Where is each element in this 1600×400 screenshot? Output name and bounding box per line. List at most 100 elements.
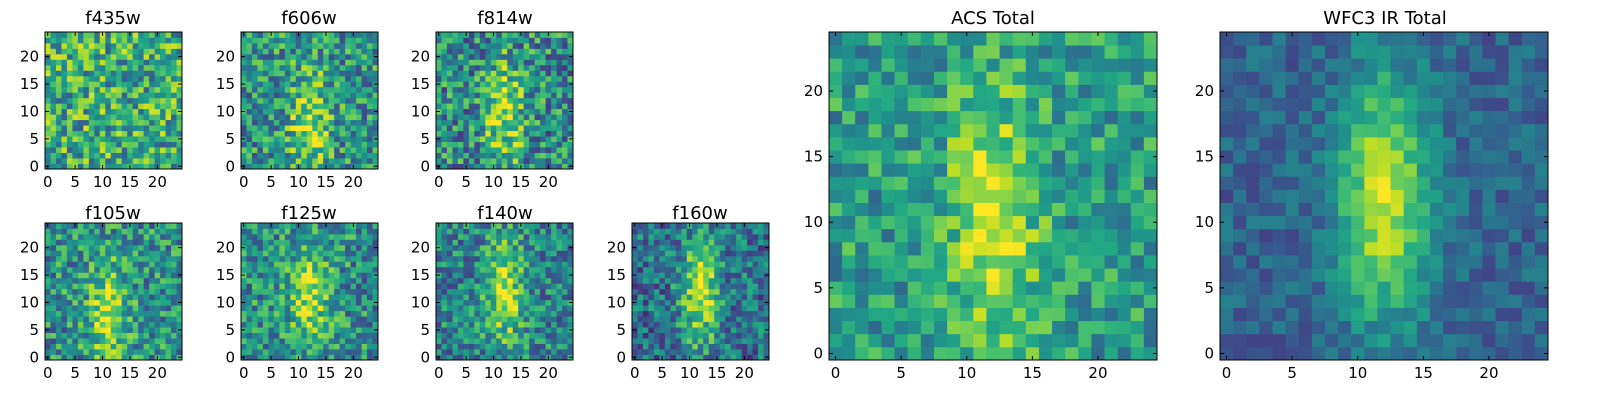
heatmap-cell [339,261,346,268]
heatmap-cell [697,332,704,339]
heatmap-cell [523,338,530,344]
heatmap-cell [55,59,62,66]
heatmap-cell [736,277,742,284]
heatmap-cell [529,136,536,142]
heatmap-cell [868,346,882,361]
heatmap-cell [367,321,373,328]
heatmap-cell [323,37,330,44]
heatmap-cell [1065,268,1079,282]
heatmap-cell [485,32,492,38]
heatmap-cell [562,141,568,148]
heatmap-cell [323,343,330,350]
heatmap-cell [446,97,453,104]
heatmap-cell [66,321,73,328]
heatmap-cell [246,277,253,284]
heatmap-cell [66,250,73,257]
heatmap-cell [290,354,297,361]
heatmap-cell [284,48,291,55]
heatmap-cell [479,64,486,71]
heatmap-cell [719,354,726,361]
heatmap-cell [642,288,649,295]
heatmap-cell [507,233,514,240]
heatmap-cell [441,261,448,268]
heatmap-cell [534,255,541,262]
heatmap-cell [692,244,699,251]
heatmap-cell [171,332,177,339]
heatmap-cell [670,250,677,257]
heatmap-cell [45,92,51,99]
heatmap-cell [350,327,357,333]
heatmap-cell [485,97,492,104]
heatmap-cell [132,136,139,142]
heatmap-cell [474,64,481,71]
heatmap-cell [339,288,346,295]
heatmap-cell [110,332,117,339]
heatmap-cell [653,310,660,317]
heatmap-cell [301,125,308,132]
heatmap-cell [241,59,247,66]
heatmap-cell [457,75,464,82]
heatmap-cell [149,37,155,44]
heatmap-cell [479,130,486,137]
heatmap-cell [121,343,128,350]
heatmap-cell [523,119,530,126]
heatmap-cell [501,92,508,99]
heatmap-cell [317,125,324,132]
heatmap-cell [697,233,704,240]
heatmap-cell [562,288,568,295]
heatmap-cell [452,42,459,49]
heatmap-cell [334,305,341,312]
heatmap-cell [518,338,525,344]
heatmap-cell [534,294,541,301]
heatmap-cell [703,266,710,273]
heatmap-cell [94,261,101,268]
heatmap-cell [83,354,90,361]
heatmap-cell [176,239,183,246]
heatmap-cell [681,255,688,262]
heatmap-cell [441,332,448,339]
heatmap-cell [436,316,442,323]
heatmap-cell [556,81,563,88]
heatmap-cell [72,288,79,295]
heatmap-cell [468,130,475,137]
heatmap-cell [507,70,514,77]
heatmap-cell [165,327,172,333]
heatmap-cell [171,97,177,104]
heatmap-cell [83,70,90,77]
heatmap-cell [567,48,574,55]
heatmap-cell [279,125,286,132]
heatmap-cell [105,48,112,55]
heatmap-cell [94,125,101,132]
heatmap-cell [681,239,688,246]
heatmap-cell [105,97,112,104]
heatmap-cell [747,338,753,344]
heatmap-cell [143,261,150,268]
heatmap-cell [356,244,362,251]
heatmap-cell [496,266,503,273]
heatmap-cell [83,261,90,268]
heatmap-cell [747,233,753,240]
heatmap-cell [268,92,275,99]
heatmap-cell [441,163,448,170]
heatmap-cell [648,272,655,279]
heatmap-cell [1052,333,1066,348]
heatmap-cell [350,152,357,159]
heatmap-cell [290,97,297,104]
heatmap-cell [251,103,258,110]
heatmap-cell [339,277,346,284]
heatmap-cell [55,299,62,306]
heatmap-cell [165,332,172,339]
heatmap-cell [132,255,139,262]
heatmap-cell [295,321,302,328]
heatmap-cell [154,321,161,328]
heatmap-cell [562,130,568,137]
heatmap-cell [72,108,79,115]
heatmap-cell [116,86,123,93]
heatmap-cell [562,59,568,66]
heatmap-cell [485,103,492,110]
heatmap-cell [436,288,442,295]
heatmap-cell [99,81,106,88]
heatmap-cell [279,250,286,257]
